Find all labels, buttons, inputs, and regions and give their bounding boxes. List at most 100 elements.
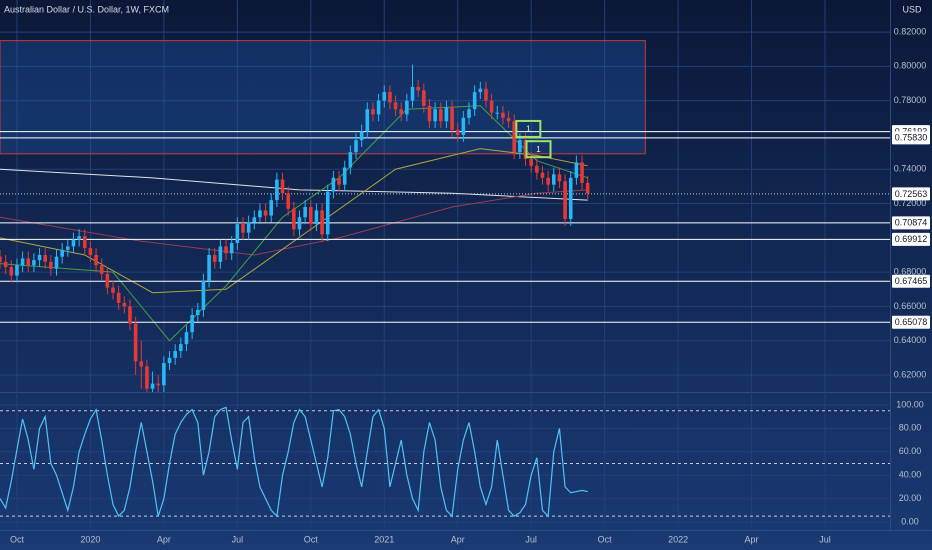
candle-body — [416, 86, 420, 91]
candle-body — [82, 236, 87, 249]
y-tick-label: 0.74000 — [894, 164, 927, 174]
candle-body — [292, 208, 296, 230]
candle-body — [156, 383, 161, 386]
candle-body — [568, 177, 573, 219]
candle-body — [122, 303, 127, 307]
candle-body — [342, 167, 347, 185]
candle-body — [218, 246, 223, 262]
x-tick-label: Jul — [819, 534, 831, 544]
candle-body — [105, 273, 110, 288]
candle-body — [371, 109, 375, 115]
candle-body — [280, 179, 285, 194]
candle-body — [54, 256, 59, 269]
candle-body — [133, 323, 138, 362]
candle-body — [535, 165, 539, 173]
candle-body — [111, 287, 115, 293]
x-tick-label: 2020 — [80, 534, 100, 544]
candle-body — [461, 117, 466, 135]
candle-body — [32, 260, 36, 266]
candle-body — [506, 117, 511, 122]
moving-average — [0, 105, 588, 342]
pattern-marker — [515, 119, 542, 138]
candle-body — [297, 217, 302, 230]
level-label-box — [892, 131, 930, 145]
candle-body — [518, 140, 522, 153]
x-tick-label: Apr — [451, 534, 465, 544]
candle-body — [128, 306, 132, 324]
candle-body — [269, 200, 274, 216]
candle-body — [94, 254, 98, 266]
candle-body — [207, 254, 211, 281]
candle-body — [26, 258, 31, 266]
candle-body — [354, 140, 358, 153]
level-label: 0.70874 — [895, 218, 928, 228]
candle-body — [348, 152, 353, 168]
candle-body — [235, 224, 240, 243]
level-label-box — [892, 274, 930, 288]
candle-body — [3, 261, 8, 267]
x-tick-label: 2021 — [374, 534, 394, 544]
candle-body — [472, 92, 477, 110]
level-label: 0.67465 — [895, 276, 928, 286]
candle-body — [145, 366, 149, 389]
x-tick-label: Oct — [304, 534, 319, 544]
candle-body — [399, 109, 404, 115]
candle-body — [557, 174, 562, 182]
level-label-box — [892, 187, 930, 201]
x-tick-label: Oct — [598, 534, 613, 544]
candle-body — [20, 258, 25, 266]
candle-body — [201, 280, 206, 310]
candle-body — [88, 248, 93, 255]
candle-body — [455, 129, 460, 135]
candle-body — [9, 266, 14, 276]
x-tick-label: Jul — [525, 534, 537, 544]
candle-body — [580, 162, 584, 183]
pattern-marker-label: 1 — [536, 145, 541, 154]
candle-body — [77, 236, 81, 240]
candle-body — [224, 246, 228, 254]
level-label-box — [892, 315, 930, 329]
candle-body — [212, 254, 217, 262]
candle-body — [184, 332, 189, 345]
candle-body — [195, 309, 200, 316]
candle-body — [286, 193, 290, 209]
candle-body — [167, 357, 172, 364]
candle-body — [303, 206, 307, 218]
candle-body — [540, 172, 545, 178]
candle-body — [66, 246, 70, 250]
candle-body — [337, 177, 341, 185]
zone — [0, 40, 646, 155]
candle-body — [252, 217, 257, 223]
y-tick-label: 0.72000 — [894, 198, 927, 208]
candle-body — [320, 210, 324, 235]
y-tick-label: 0.68000 — [894, 267, 927, 277]
candle-body — [585, 182, 590, 194]
candle-body — [405, 100, 409, 115]
candle-body — [410, 86, 415, 101]
candle-body — [422, 90, 426, 106]
candle-body — [162, 363, 166, 386]
y-tick-label: 0.64000 — [894, 335, 927, 345]
candle-body — [43, 254, 48, 262]
candle-body — [551, 174, 556, 185]
moving-average — [0, 189, 588, 256]
candle-body — [190, 315, 194, 333]
candle-body — [246, 222, 251, 233]
candle-body — [263, 210, 268, 216]
level-label: 0.69912 — [895, 234, 928, 244]
x-tick-label: 2022 — [668, 534, 688, 544]
level-label-box — [892, 216, 930, 230]
candle-body — [241, 224, 245, 233]
candle-body — [478, 88, 483, 93]
candle-body — [444, 107, 449, 122]
x-tick-label: Jul — [232, 534, 244, 544]
x-tick-label: Oct — [10, 534, 25, 544]
candle-body — [99, 265, 104, 274]
y-tick-label: 40.00 — [899, 470, 922, 480]
level-label-box — [892, 232, 930, 246]
candle-body — [427, 105, 432, 122]
y-tick-label: 0.78000 — [894, 95, 927, 105]
level-label: 0.72563 — [895, 189, 928, 199]
candle-body — [433, 109, 437, 122]
